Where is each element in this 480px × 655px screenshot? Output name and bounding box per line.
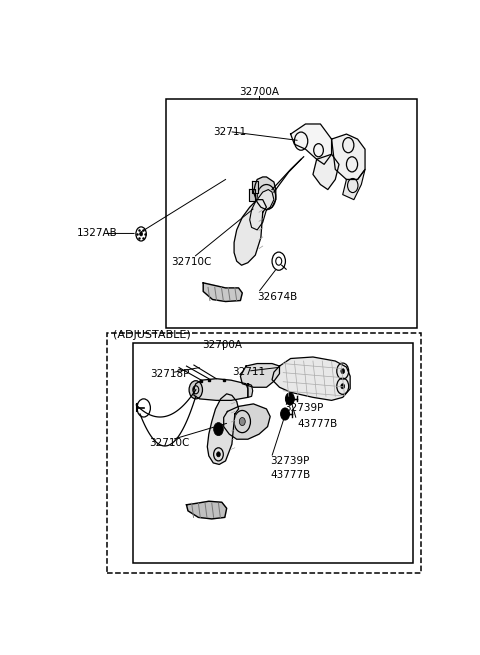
Circle shape: [240, 417, 245, 426]
Circle shape: [189, 381, 203, 399]
Text: 32710C: 32710C: [149, 438, 190, 448]
Text: 32711: 32711: [213, 126, 246, 136]
Circle shape: [281, 408, 289, 420]
Polygon shape: [186, 501, 227, 519]
Text: 32739P: 32739P: [284, 403, 324, 413]
Text: (ADJUSTABLE): (ADJUSTABLE): [113, 330, 191, 340]
Polygon shape: [253, 177, 276, 210]
Text: 32718P: 32718P: [150, 369, 190, 379]
Polygon shape: [194, 379, 248, 400]
Polygon shape: [343, 170, 365, 200]
Circle shape: [341, 369, 345, 373]
Text: 32700A: 32700A: [203, 340, 242, 350]
Text: 1327AB: 1327AB: [77, 229, 118, 238]
Polygon shape: [252, 181, 258, 193]
Bar: [107, 333, 421, 573]
Polygon shape: [272, 357, 350, 400]
Polygon shape: [248, 384, 252, 398]
Circle shape: [140, 232, 143, 236]
Text: 43777B: 43777B: [297, 419, 337, 428]
Text: 43777B: 43777B: [270, 470, 311, 479]
Circle shape: [286, 393, 294, 405]
Bar: [132, 343, 413, 563]
Text: 32711: 32711: [232, 367, 265, 377]
Circle shape: [216, 452, 220, 457]
Text: 32739P: 32739P: [270, 456, 310, 466]
Polygon shape: [332, 134, 365, 179]
Circle shape: [264, 193, 269, 201]
Polygon shape: [313, 155, 339, 189]
Polygon shape: [203, 283, 242, 301]
Polygon shape: [234, 200, 266, 265]
Bar: [166, 99, 417, 328]
Polygon shape: [290, 124, 332, 164]
Circle shape: [214, 422, 223, 436]
Polygon shape: [240, 364, 279, 387]
Polygon shape: [249, 189, 255, 200]
Polygon shape: [224, 404, 270, 440]
Text: 32710C: 32710C: [172, 257, 212, 267]
Polygon shape: [207, 394, 239, 464]
Polygon shape: [250, 189, 274, 230]
Text: 32700A: 32700A: [239, 86, 279, 97]
Text: 32674B: 32674B: [257, 292, 298, 302]
Circle shape: [341, 384, 345, 389]
